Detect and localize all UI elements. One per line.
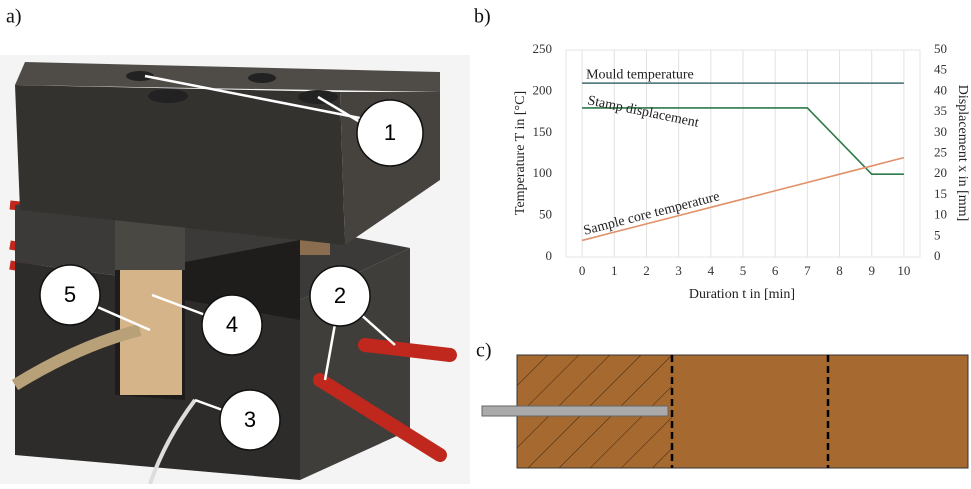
x-tick-label: 1 bbox=[611, 263, 618, 278]
y2-tick-label: 0 bbox=[934, 248, 941, 263]
y2-tick-label: 5 bbox=[934, 227, 941, 242]
y2-tick-label: 10 bbox=[934, 207, 947, 222]
series-label: Stamp displacement bbox=[586, 93, 700, 131]
y2-tick-label: 45 bbox=[934, 62, 947, 77]
y-tick-label: 0 bbox=[546, 248, 553, 263]
y-tick-label: 200 bbox=[533, 82, 553, 97]
y-tick-label: 150 bbox=[533, 124, 553, 139]
x-tick-label: 9 bbox=[868, 263, 875, 278]
series-line bbox=[581, 156, 905, 242]
line-chart: Duration t in [min] Temperature T in [°C… bbox=[513, 41, 970, 302]
y-tick-label: 100 bbox=[533, 165, 553, 180]
panel-label: b) bbox=[474, 6, 491, 28]
series-label: Sample core temperature bbox=[582, 189, 721, 238]
y2-tick-label: 25 bbox=[934, 144, 947, 159]
x-tick-label: 10 bbox=[897, 263, 910, 278]
specimen-diagram bbox=[481, 354, 969, 469]
part-number: 3 bbox=[244, 407, 256, 432]
y-tick-label: 250 bbox=[533, 41, 553, 56]
x-tick-label: 7 bbox=[804, 263, 811, 278]
y2-tick-label: 35 bbox=[934, 103, 947, 118]
y2-tick-label: 30 bbox=[934, 124, 947, 139]
x-tick-label: 6 bbox=[772, 263, 779, 278]
part-number: 5 bbox=[64, 282, 76, 307]
part-number: 4 bbox=[226, 312, 238, 337]
y2-tick-label: 20 bbox=[934, 165, 947, 180]
y2-tick-label: 15 bbox=[934, 186, 947, 201]
photo: 1 2 3 4 5 bbox=[0, 55, 470, 485]
x-tick-label: 2 bbox=[643, 263, 650, 278]
x-tick-label: 0 bbox=[579, 263, 586, 278]
panel-label: c) bbox=[476, 340, 492, 362]
series-label: Mould temperature bbox=[586, 67, 694, 82]
x-axis-title: Duration t in [min] bbox=[689, 287, 795, 302]
x-tick-label: 8 bbox=[836, 263, 843, 278]
panel-label: a) bbox=[6, 6, 22, 28]
y2-axis-title: Displacement x in [mm] bbox=[955, 85, 970, 221]
part-number: 2 bbox=[334, 283, 346, 308]
y2-tick-label: 40 bbox=[934, 82, 947, 97]
x-tick-label: 3 bbox=[675, 263, 682, 278]
y-axis-title: Temperature T in [°C] bbox=[513, 91, 528, 215]
series-line bbox=[582, 107, 904, 175]
y-tick-label: 50 bbox=[539, 207, 552, 222]
x-tick-label: 5 bbox=[740, 263, 747, 278]
x-tick-label: 4 bbox=[708, 263, 715, 278]
y2-tick-label: 50 bbox=[934, 41, 947, 56]
part-number: 1 bbox=[384, 120, 396, 145]
